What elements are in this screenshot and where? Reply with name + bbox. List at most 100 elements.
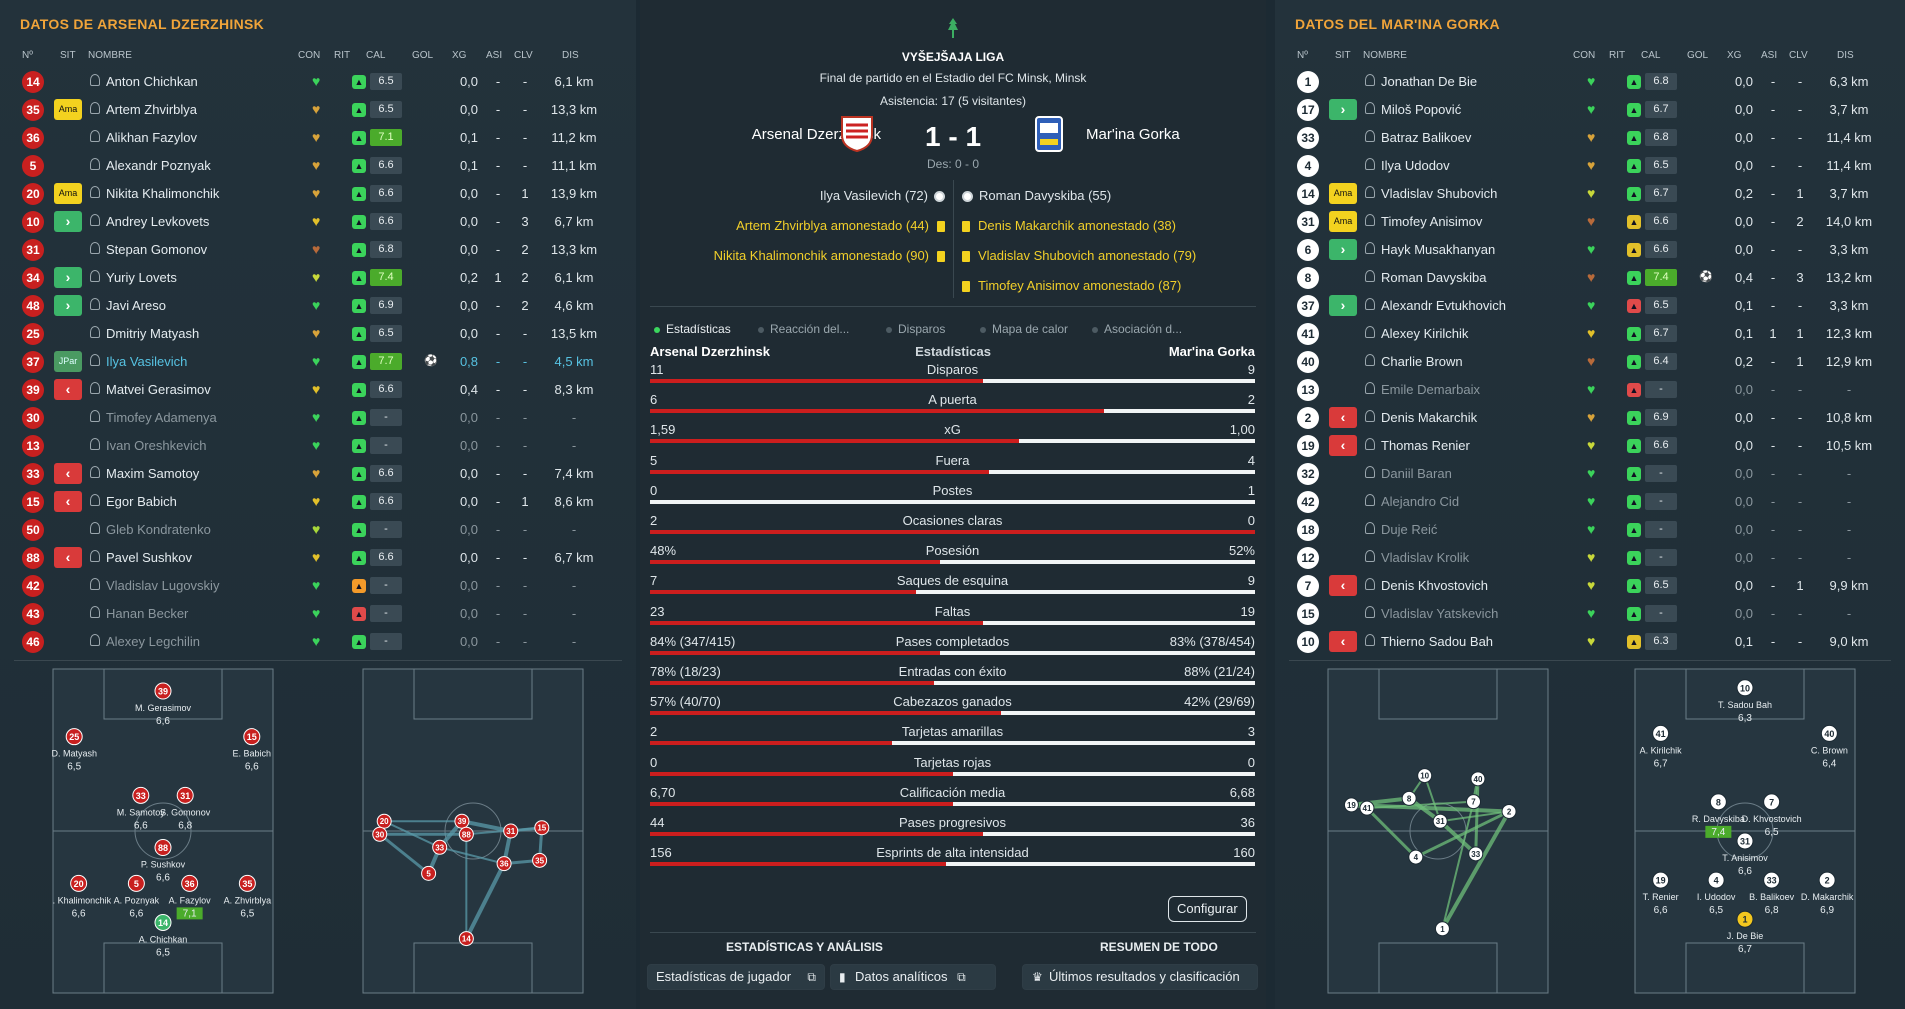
player-name[interactable]: Emile Demarbaix: [1381, 382, 1480, 397]
column-header[interactable]: CAL: [366, 50, 386, 61]
player-row[interactable]: 37 › Alexandr Evtukhovich ♥ ▲ 6.5 0,1 - - 3,3 km: [1289, 292, 1889, 318]
player-name[interactable]: Vladislav Lugovskiy: [106, 578, 220, 593]
player-row[interactable]: 39 ‹ Matvei Gerasimov ♥ ▲ 6.6 0,4 - - 8,3 km: [14, 376, 614, 402]
stats-tab[interactable]: Asociación d...: [1092, 322, 1182, 336]
player-name[interactable]: Artem Zhvirblya: [106, 102, 198, 117]
player-name[interactable]: Alejandro Cid: [1381, 494, 1460, 509]
player-name[interactable]: Alikhan Fazylov: [106, 130, 198, 145]
pass-node[interactable]: 30: [372, 826, 388, 842]
formation-player[interactable]: 5 A. Poznyak 6,6: [114, 874, 160, 919]
formation-player[interactable]: 8 R. Davyskiba 7,4: [1692, 793, 1745, 838]
player-name[interactable]: Ilya Udodov: [1381, 158, 1450, 173]
player-row[interactable]: 6 › Hayk Musakhanyan ♥ ▲ 6.6 0,0 - - 3,3 km: [1289, 236, 1889, 262]
player-name[interactable]: Andrey Levkovets: [106, 214, 210, 229]
player-name[interactable]: Javi Areso: [106, 298, 166, 313]
player-row[interactable]: 13 Emile Demarbaix ♥ ▲ -0,0- - -: [1289, 376, 1889, 402]
player-name[interactable]: Alexandr Poznyak: [106, 158, 211, 173]
column-header[interactable]: DIS: [1837, 50, 1854, 61]
player-row[interactable]: 46 Alexey Legchilin ♥ ▲ -0,0- - -: [14, 628, 614, 654]
player-row[interactable]: 13 Ivan Oreshkevich ♥ ▲ -0,0- - -: [14, 432, 614, 458]
player-name[interactable]: Pavel Sushkov: [106, 550, 192, 565]
player-name[interactable]: Thomas Renier: [1381, 438, 1470, 453]
player-row[interactable]: 43 Hanan Becker ♥ ▲ -0,0- - -: [14, 600, 614, 626]
player-name[interactable]: Duje Reić: [1381, 522, 1438, 537]
player-row[interactable]: 32 Daniil Baran ♥ ▲ -0,0- - -: [1289, 460, 1889, 486]
player-row[interactable]: 33 ‹ Maxim Samotoy ♥ ▲ 6.6 0,0 - - 7,4 km: [14, 460, 614, 486]
player-name[interactable]: Anton Chichkan: [106, 74, 198, 89]
formation-player[interactable]: 25 D. Matyash 6,5: [52, 728, 97, 773]
player-row[interactable]: 42 Alejandro Cid ♥ ▲ -0,0- - -: [1289, 488, 1889, 514]
player-row[interactable]: 15 ‹ Egor Babich ♥ ▲ 6.6 0,0 - 1 8,6 km: [14, 488, 614, 514]
player-row[interactable]: 14 Anton Chichkan ♥ ▲ 6.5 0,0 - - 6,1 km: [14, 68, 614, 94]
formation-player[interactable]: 19 T. Renier 6,6: [1643, 871, 1679, 916]
player-name[interactable]: Gleb Kondratenko: [106, 522, 211, 537]
player-row[interactable]: 41 Alexey Kirilchik ♥ ▲ 6.7 0,1 1 1 12,3 km: [1289, 320, 1889, 346]
pass-node[interactable]: 20: [376, 813, 392, 829]
player-row[interactable]: 30 Timofey Adamenya ♥ ▲ -0,0- - -: [14, 404, 614, 430]
formation-player[interactable]: 4 I. Udodov 6,5: [1697, 871, 1736, 916]
away-team-name[interactable]: Mar'ina Gorka: [1086, 126, 1180, 143]
column-header[interactable]: Nº: [22, 50, 33, 61]
player-row[interactable]: 37 JPar Ilya Vasilevich ♥ ▲ 7.7 ⚽ 0,8 - - 4,5 km: [14, 348, 614, 374]
column-header[interactable]: SIT: [1335, 50, 1351, 61]
player-name[interactable]: Timofey Anisimov: [1381, 214, 1483, 229]
formation-player[interactable]: 14 A. Chichkan 6,5: [139, 914, 188, 959]
player-name[interactable]: Alexandr Evtukhovich: [1381, 298, 1507, 313]
player-row[interactable]: 12 Vladislav Krolik ♥ ▲ -0,0- - -: [1289, 544, 1889, 570]
pass-node[interactable]: 33: [432, 839, 448, 855]
player-row[interactable]: 8 Roman Davyskiba ♥ ▲ 7.4 ⚽ 0,4 - 3 13,2 km: [1289, 264, 1889, 290]
player-name[interactable]: Vladislav Krolik: [1381, 550, 1470, 565]
away-crest-icon[interactable]: [1032, 113, 1066, 155]
player-row[interactable]: 18 Duje Reić ♥ ▲ -0,0- - -: [1289, 516, 1889, 542]
results-button[interactable]: ♛ Últimos resultados y clasificación: [1022, 964, 1258, 990]
stats-tab[interactable]: Estadísticas: [654, 322, 731, 336]
pass-node[interactable]: 40: [1470, 771, 1486, 787]
player-stats-button[interactable]: Estadísticas de jugador ⧉: [647, 964, 825, 990]
formation-player[interactable]: 33 B. Balikoev 6,8: [1749, 871, 1795, 916]
player-name[interactable]: Charlie Brown: [1381, 354, 1463, 369]
formation-player[interactable]: 2 D. Makarchik 6,9: [1801, 871, 1854, 916]
player-row[interactable]: 36 Alikhan Fazylov ♥ ▲ 7.1 0,1 - - 11,2 km: [14, 124, 614, 150]
pass-node[interactable]: 31: [503, 823, 519, 839]
formation-player[interactable]: 15 E. Babich 6,6: [233, 728, 272, 773]
column-header[interactable]: XG: [452, 50, 467, 61]
column-header[interactable]: ASI: [486, 50, 503, 61]
column-header[interactable]: ASI: [1761, 50, 1778, 61]
formation-player[interactable]: 39 M. Gerasimov 6,6: [135, 682, 192, 727]
player-name[interactable]: Jonathan De Bie: [1381, 74, 1478, 89]
player-name[interactable]: Batraz Balikoev: [1381, 130, 1472, 145]
column-header[interactable]: CAL: [1641, 50, 1661, 61]
player-row[interactable]: 5 Alexandr Poznyak ♥ ▲ 6.6 0,1 - - 11,1 km: [14, 152, 614, 178]
pass-node[interactable]: 7: [1466, 794, 1482, 810]
player-row[interactable]: 33 Batraz Balikoev ♥ ▲ 6.8 0,0 - - 11,4 km: [1289, 124, 1889, 150]
player-name[interactable]: Nikita Khalimonchik: [106, 186, 220, 201]
player-name[interactable]: Miloš Popović: [1381, 102, 1462, 117]
player-name[interactable]: Stepan Gomonov: [106, 242, 208, 257]
player-name[interactable]: Vladislav Yatskevich: [1381, 606, 1499, 621]
player-row[interactable]: 50 Gleb Kondratenko ♥ ▲ -0,0- - -: [14, 516, 614, 542]
player-name[interactable]: Roman Davyskiba: [1381, 270, 1487, 285]
player-name[interactable]: Ilya Vasilevich: [106, 354, 188, 369]
pass-node[interactable]: 10: [1417, 768, 1433, 784]
player-row[interactable]: 7 ‹ Denis Khvostovich ♥ ▲ 6.5 0,0 - 1 9,9 km: [1289, 572, 1889, 598]
column-header[interactable]: NOMBRE: [1363, 50, 1407, 61]
pass-node[interactable]: 2: [1501, 803, 1517, 819]
pass-node[interactable]: 8: [1401, 790, 1417, 806]
pass-node[interactable]: 41: [1359, 800, 1375, 816]
analytics-button[interactable]: ▮ Datos analíticos ⧉: [830, 964, 996, 990]
player-name[interactable]: Denis Makarchik: [1381, 410, 1478, 425]
pass-node[interactable]: 5: [421, 865, 437, 881]
player-name[interactable]: Denis Khvostovich: [1381, 578, 1488, 593]
player-row[interactable]: 15 Vladislav Yatskevich ♥ ▲ -0,0- - -: [1289, 600, 1889, 626]
column-header[interactable]: Nº: [1297, 50, 1308, 61]
formation-player[interactable]: 20 N. Khalimonchik 6,6: [52, 874, 112, 919]
player-row[interactable]: 10 ‹ Thierno Sadou Bah ♥ ▲ 6.3 0,1 - - 9,0 km: [1289, 628, 1889, 654]
player-name[interactable]: Alexey Legchilin: [106, 634, 200, 649]
pass-node[interactable]: 31: [1432, 813, 1448, 829]
player-row[interactable]: 10 › Andrey Levkovets ♥ ▲ 6.6 0,0 - 3 6,7 km: [14, 208, 614, 234]
column-header[interactable]: NOMBRE: [88, 50, 132, 61]
player-name[interactable]: Daniil Baran: [1381, 466, 1452, 481]
player-name[interactable]: Timofey Adamenya: [106, 410, 217, 425]
player-row[interactable]: 25 Dmitriy Matyash ♥ ▲ 6.5 0,0 - - 13,5 km: [14, 320, 614, 346]
player-row[interactable]: 35 Ama Artem Zhvirblya ♥ ▲ 6.5 0,0 - - 13,3 km: [14, 96, 614, 122]
